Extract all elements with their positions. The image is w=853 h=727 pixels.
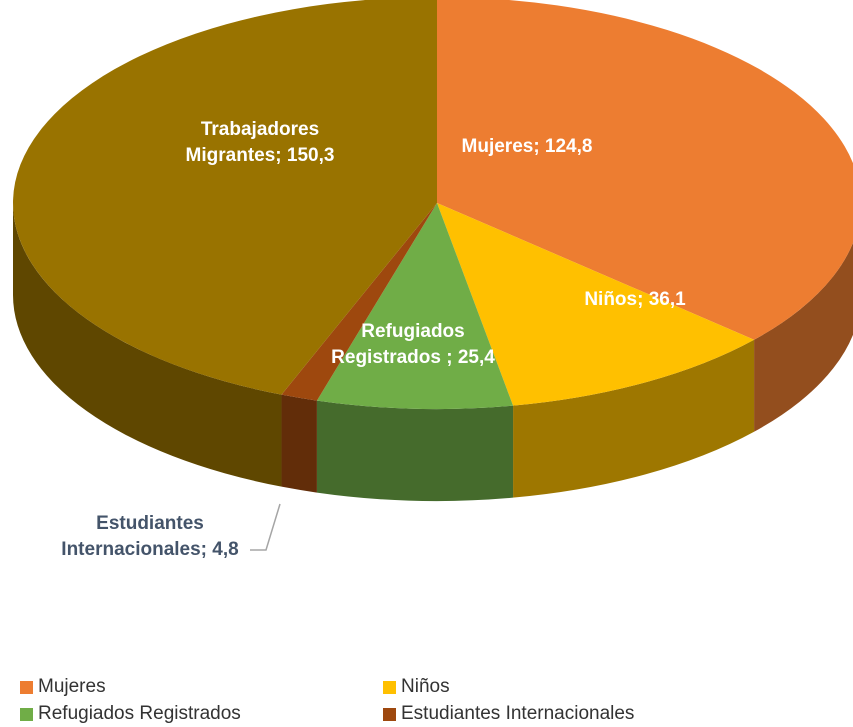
pie-slice-side [754,242,853,432]
legend-item: Mujeres [20,676,106,698]
data-label: Refugiados Registrados ; 25,4 [331,321,495,368]
leader-line [250,503,281,551]
data-label: Niños; 36,1 [584,289,686,310]
legend-item: Refugiados Registrados [20,703,241,725]
pie-slice [437,0,853,340]
legend-swatch [383,680,396,694]
pie-sides [13,203,853,501]
pie-slice-side [316,400,514,501]
pie-slice [13,0,437,395]
legend-label: Refugiados Registrados [38,703,241,724]
pie-slice [437,203,755,406]
legend-item: Niños [383,676,450,698]
legend-label: Estudiantes Internacionales [401,703,635,724]
pie-slice-side [513,339,755,498]
data-label: Trabajadores Migrantes; 150,3 [185,119,335,166]
pie-tops [13,0,853,409]
pie-slice [316,203,514,409]
legend-swatch [383,707,396,721]
legend-label: Niños [401,676,450,697]
pie-slice-side [13,203,282,487]
pie-slice [281,203,437,401]
legend-swatch [20,707,33,721]
data-label: Estudiantes Internacionales; 4,8 [61,513,239,560]
legend-item: Estudiantes Internacionales [383,703,634,725]
pie-slice-side [281,394,317,493]
legend-swatch [20,680,33,694]
data-label: Mujeres; 124,8 [461,136,593,157]
legend-label: Mujeres [38,676,106,697]
